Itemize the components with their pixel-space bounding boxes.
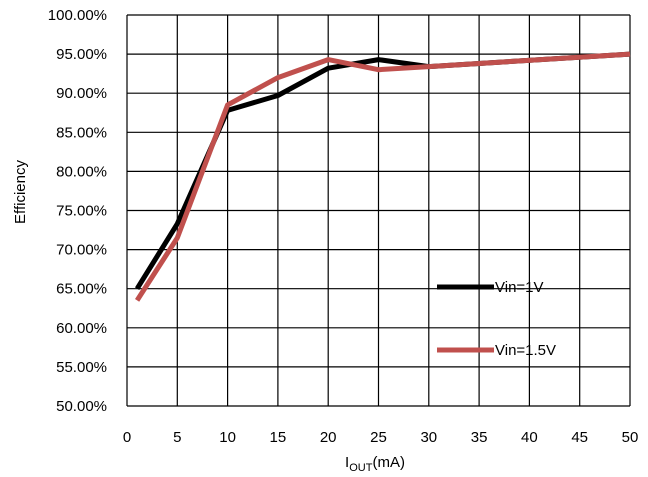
x-tick-label: 40: [521, 429, 538, 446]
y-tick-label: 100.00%: [48, 7, 107, 24]
x-axis-ticks: 0 5 10 15 20 25 30 35 40 45 50: [123, 429, 639, 446]
x-tick-label: 30: [420, 429, 437, 446]
y-axis-ticks: 50.00% 55.00% 60.00% 65.00% 70.00% 75.00% 80.0…: [48, 7, 107, 415]
x-tick-label: 5: [173, 429, 181, 446]
y-tick-label: 55.00%: [56, 359, 107, 376]
x-axis-title: IOUT(mA): [345, 454, 405, 474]
y-axis-title: Efficiency: [12, 160, 29, 224]
y-tick-label: 70.00%: [56, 242, 107, 259]
legend-label-vin-1v: Vin=1V: [495, 279, 544, 296]
x-axis-title-subscript: OUT: [349, 462, 373, 474]
x-tick-label: 35: [471, 429, 488, 446]
x-tick-label: 10: [219, 429, 236, 446]
series-line-1: [134, 51, 631, 302]
legend-label-vin-1-5v: Vin=1.5V: [495, 342, 556, 359]
y-tick-label: 85.00%: [56, 124, 107, 141]
x-tick-label: 15: [270, 429, 287, 446]
y-tick-label: 95.00%: [56, 46, 107, 63]
x-tick-label: 20: [320, 429, 337, 446]
x-axis-title-unit: (mA): [372, 454, 405, 471]
series-lines: [134, 51, 631, 302]
x-tick-label: 45: [571, 429, 588, 446]
grid: [126, 14, 631, 407]
y-tick-label: 65.00%: [56, 281, 107, 298]
y-tick-label: 90.00%: [56, 85, 107, 102]
x-tick-label: 50: [622, 429, 639, 446]
y-tick-label: 80.00%: [56, 163, 107, 180]
y-tick-label: 50.00%: [56, 398, 107, 415]
x-tick-label: 25: [370, 429, 387, 446]
legend: Vin=1V Vin=1.5V: [437, 279, 556, 359]
x-axis-title-main: I: [345, 454, 349, 471]
y-tick-label: 75.00%: [56, 203, 107, 220]
x-tick-label: 0: [123, 429, 131, 446]
y-tick-label: 60.00%: [56, 320, 107, 337]
